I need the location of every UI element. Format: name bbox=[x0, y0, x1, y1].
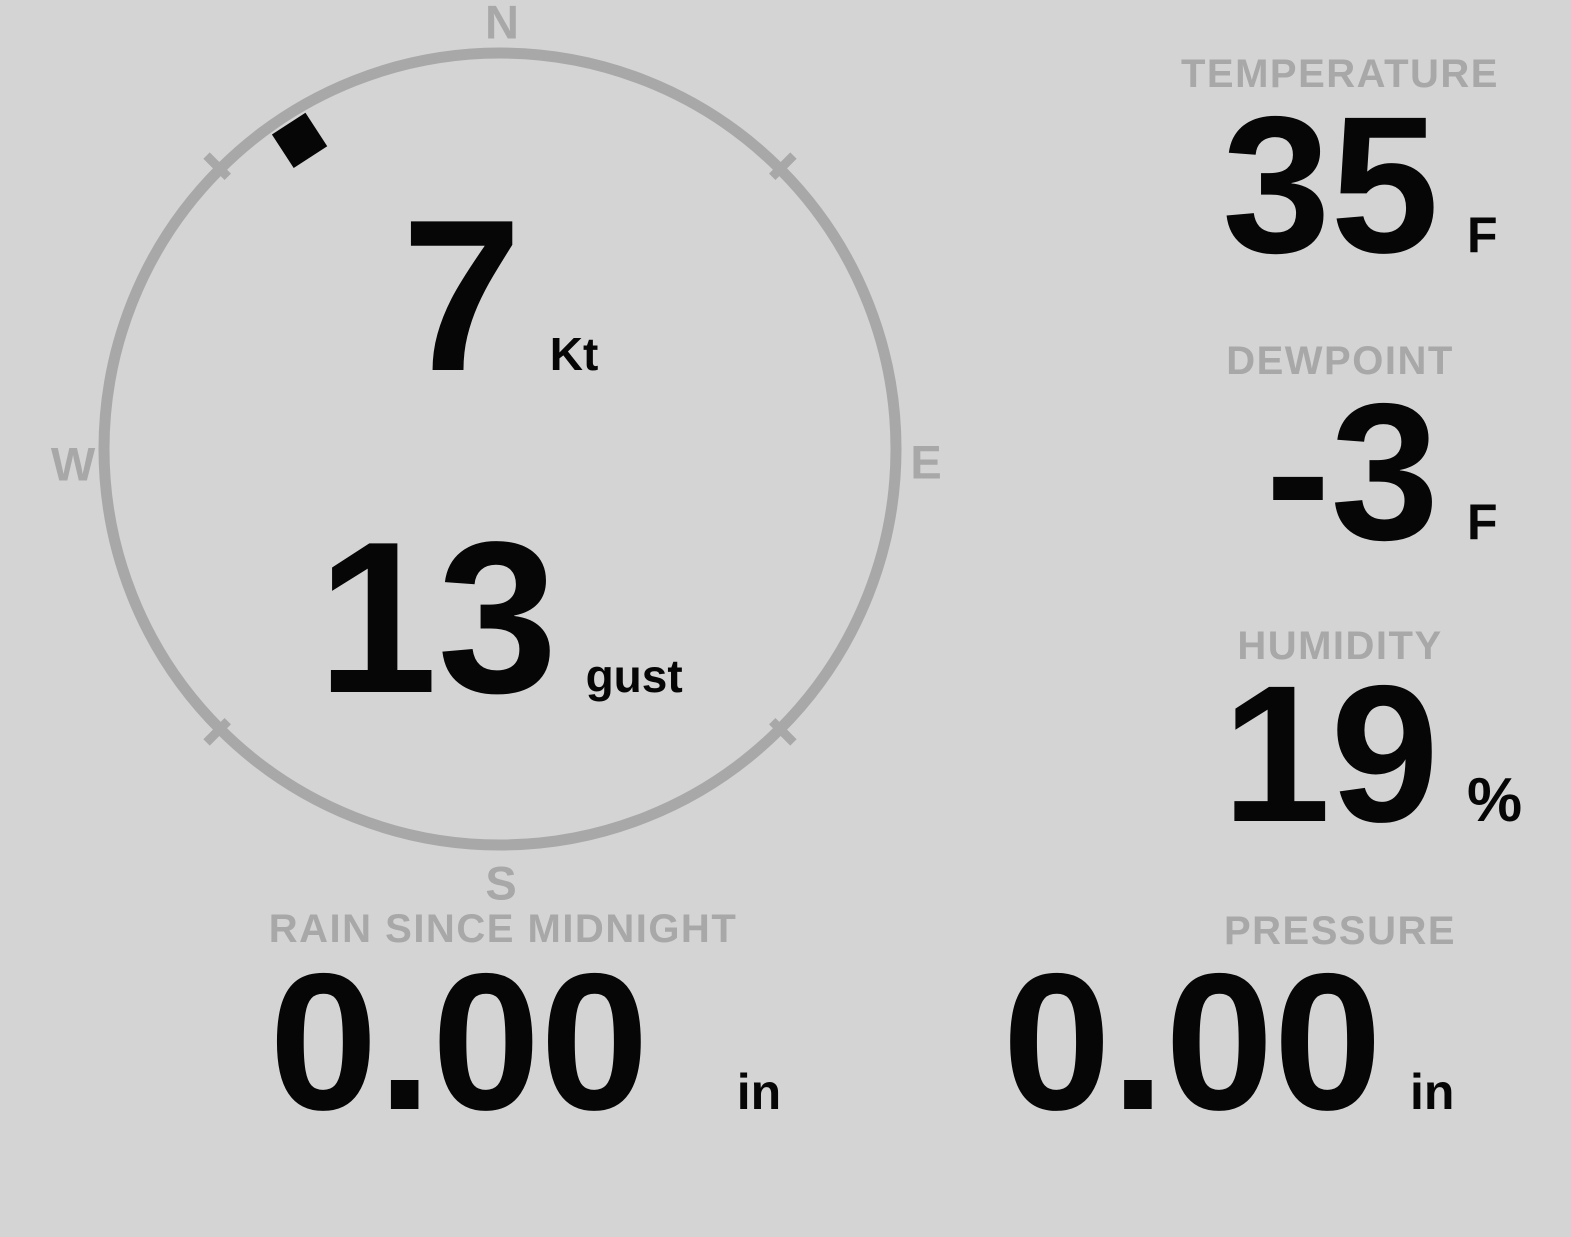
pressure-gauge-label: PRESSURE bbox=[1223, 909, 1457, 953]
temperature-gauge-label: TEMPERATURE bbox=[1181, 52, 1499, 96]
compass-tick-sw bbox=[203, 718, 231, 746]
compass-ring bbox=[98, 47, 902, 851]
compass-ticks bbox=[203, 152, 797, 746]
pressure-value: 0.00 bbox=[1002, 933, 1382, 1151]
dewpoint-gauge-label: DEWPOINT bbox=[1226, 339, 1454, 383]
wind-gust-value: 13 bbox=[317, 496, 558, 738]
pressure-gauge-display: 0.00 in bbox=[1002, 933, 1455, 1151]
cardinal-east: E bbox=[910, 436, 941, 489]
cardinal-south: S bbox=[485, 857, 516, 910]
dewpoint-gauge-display: -3 F bbox=[1265, 363, 1498, 581]
temperature-value: 35 bbox=[1222, 76, 1439, 294]
wind-speed-unit: Kt bbox=[549, 328, 599, 380]
wind-speed-value: 7 bbox=[401, 174, 522, 416]
wind-speed-display: 7 Kt bbox=[0, 187, 1000, 403]
dewpoint-value: -3 bbox=[1265, 363, 1439, 581]
rain-value: 0.00 bbox=[269, 933, 649, 1151]
humidity-value: 19 bbox=[1222, 645, 1439, 863]
wind-gust-unit: gust bbox=[585, 650, 683, 702]
compass-tick-se bbox=[769, 718, 797, 746]
rain-gauge-display: 0.00 in bbox=[269, 933, 782, 1151]
wind-gust-display: 13 gust bbox=[0, 509, 1000, 725]
humidity-gauge-display: 19 % bbox=[1222, 645, 1523, 863]
cardinal-north: N bbox=[485, 0, 519, 49]
rain-gauge-label: RAIN SINCE MIDNIGHT bbox=[268, 907, 738, 951]
cardinal-west: W bbox=[51, 438, 96, 491]
compass-tick-ne bbox=[769, 152, 797, 180]
compass-tick-nw bbox=[203, 152, 231, 180]
wind-direction-marker bbox=[271, 112, 328, 169]
humidity-gauge-label: HUMIDITY bbox=[1237, 624, 1443, 668]
temperature-gauge-display: 35 F bbox=[1222, 76, 1498, 294]
